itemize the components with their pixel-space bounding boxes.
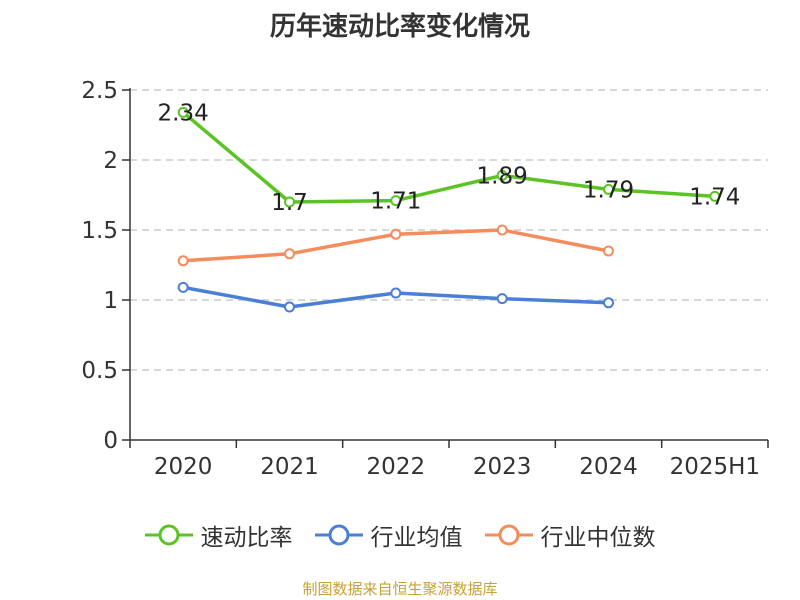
data-label: 1.74 — [689, 184, 740, 210]
y-tick-label: 0 — [103, 428, 118, 454]
data-point — [390, 195, 402, 207]
data-labels: 2.34 1.7 1.71 1.89 1.79 1.74 — [158, 100, 741, 216]
y-tick-label: 2.5 — [81, 78, 118, 104]
data-source-note: 制图数据来自恒生聚源数据库 — [302, 580, 498, 598]
x-tick-label: 2022 — [367, 454, 426, 480]
legend-label: 速动比率 — [200, 525, 293, 551]
data-label: 1.89 — [477, 163, 528, 189]
data-point — [284, 248, 295, 260]
data-point — [709, 190, 721, 202]
data-point — [603, 183, 614, 195]
data-point — [177, 255, 189, 267]
x-tick-label: 2024 — [579, 454, 638, 480]
data-label: 1.79 — [583, 177, 634, 203]
data-label: 2.34 — [158, 100, 209, 126]
legend-label: 行业均值 — [370, 525, 463, 551]
y-tick-label: 1 — [103, 288, 118, 314]
legend-item-quick-ratio[interactable]: 速动比率 — [144, 518, 293, 552]
data-point — [603, 245, 614, 257]
data-point — [496, 293, 508, 305]
data-point — [390, 228, 402, 240]
legend-item-industry-median[interactable]: 行业中位数 — [484, 518, 656, 552]
x-tick-label: 2025H1 — [670, 454, 760, 480]
legend-item-industry-mean[interactable]: 行业均值 — [314, 518, 463, 552]
data-point — [284, 196, 295, 208]
legend-marker-quick-ratio — [144, 524, 193, 546]
y-tick-label: 2 — [103, 148, 118, 174]
y-tick-label: 1.5 — [81, 218, 118, 244]
series-line — [182, 111, 715, 204]
data-label: 1.7 — [271, 190, 308, 216]
data-label: 1.71 — [370, 189, 421, 215]
legend-label: 行业中位数 — [540, 525, 656, 551]
legend-marker-industry-median — [484, 524, 533, 546]
grid-lines — [130, 89, 768, 371]
data-point — [496, 169, 508, 181]
x-tick-label: 2021 — [260, 454, 319, 480]
legend-marker-industry-mean — [314, 524, 363, 546]
y-tick-label: 0.5 — [81, 358, 118, 384]
data-point — [177, 106, 189, 118]
legend[interactable]: 速动比率 行业均值 行业中位数 — [0, 518, 800, 552]
x-tick-label: 2020 — [154, 454, 213, 480]
data-point — [284, 301, 295, 313]
series-layer — [177, 106, 721, 313]
chart-title: 历年速动比率变化情况 — [269, 12, 530, 42]
axes: 0 0.5 1 1.5 2 2.5 2020 2021 2022 2023 2024 2025H1 — [81, 78, 769, 480]
data-point — [496, 224, 508, 236]
x-tick-label: 2023 — [473, 454, 532, 480]
data-point — [390, 287, 402, 299]
data-point — [603, 297, 614, 309]
data-point — [177, 281, 189, 293]
